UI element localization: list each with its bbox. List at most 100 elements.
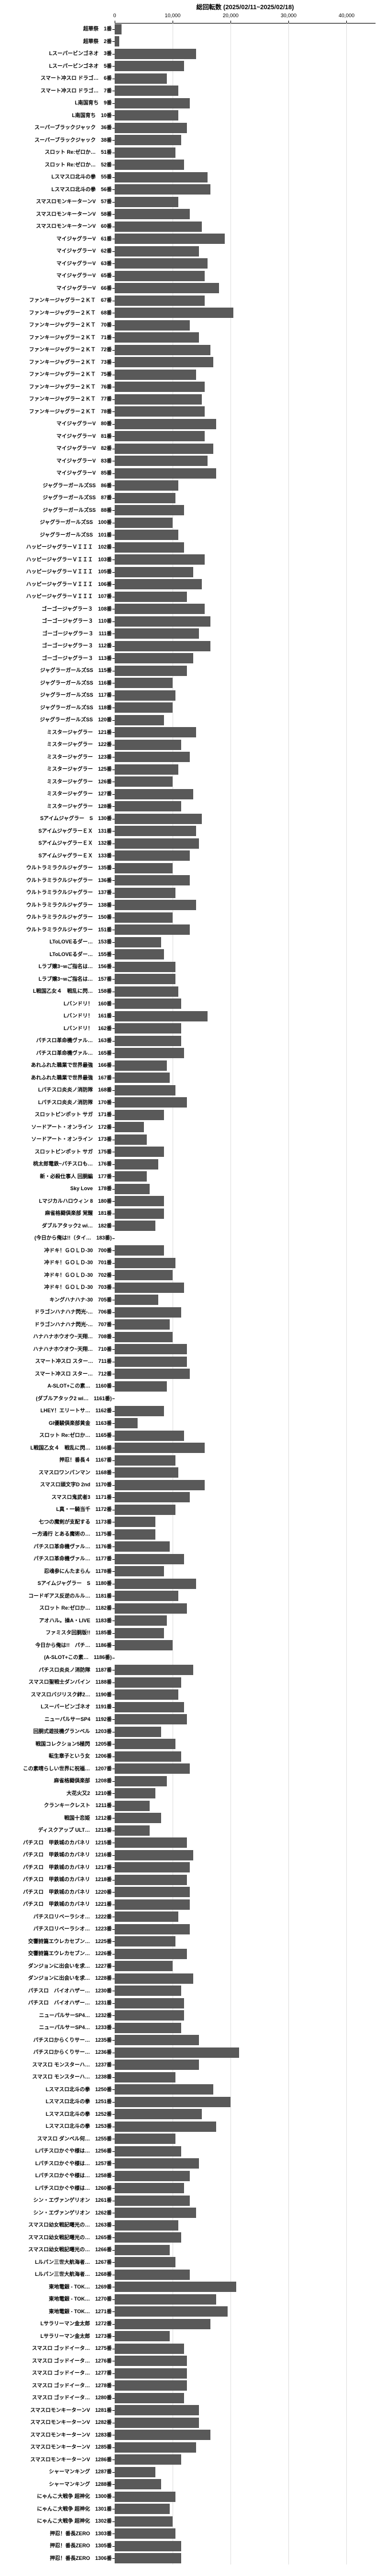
bar-row: Lパチスロ炎炎ノ消防隊 170番	[115, 1097, 376, 1109]
bar	[115, 419, 216, 429]
y-tick	[112, 2188, 115, 2189]
y-label: パチスロからくりサー… 1235番	[0, 2034, 112, 2047]
bar-row: ジャグラーガールズSS 118番	[115, 702, 376, 714]
bar-chart: 総回転数 (2025/02/11~2025/02/18) 010,00020,0…	[0, 0, 387, 2576]
bar-row: スマスロモンキーターンV 58番	[115, 208, 376, 221]
bar-row: マイジャグラーV 81番	[115, 430, 376, 443]
bar-row: 冲ドキ！ＧＯＬＤ-30 702番	[115, 1269, 376, 1282]
x-tick-label: 40,000	[339, 13, 355, 18]
bar	[115, 1813, 161, 1823]
bar	[115, 246, 199, 257]
bar	[115, 850, 190, 861]
bar	[115, 1085, 175, 1095]
bar	[115, 1554, 184, 1564]
bar	[115, 110, 178, 121]
y-label: ジャグラーガールズSS 86番	[0, 480, 112, 492]
y-tick	[112, 1238, 115, 1239]
bar-row: スロットピンポット サガ 171番	[115, 1109, 376, 1121]
bar	[115, 2047, 239, 2058]
bar	[115, 271, 205, 281]
y-label: 今日から俺は!! パチ… 1186番	[0, 1639, 112, 1652]
y-label: スマスロ ダンベル何… 1255番	[0, 2133, 112, 2146]
y-label: SアイムジャグラーＥＸ 131番	[0, 825, 112, 838]
bar	[115, 1381, 167, 1392]
y-tick	[112, 1337, 115, 1338]
bar	[115, 222, 202, 232]
bar-row: ハナハナホウオウ~天翔… 710番	[115, 1343, 376, 1356]
bar	[115, 2393, 184, 2403]
y-tick	[112, 572, 115, 573]
bar	[115, 2245, 170, 2255]
bar	[115, 1023, 181, 1033]
y-label: スロット Re:ゼロか… 1182番	[0, 1602, 112, 1615]
bar-row: スマスロモンキーターンV 1285番	[115, 2441, 376, 2454]
y-tick	[112, 1793, 115, 1794]
bar	[115, 1603, 187, 1614]
bar	[115, 1319, 170, 1330]
y-label: スロット Re:ゼロか… 51番	[0, 146, 112, 159]
y-label: Lパチスロかぐや様は… 1257番	[0, 2158, 112, 2170]
y-label: 交響詩篇エウレカセブン… 1226番	[0, 1948, 112, 1960]
y-tick	[112, 658, 115, 659]
y-label: ミスタージャグラー 126番	[0, 776, 112, 788]
bar	[115, 209, 190, 219]
y-label: パチスロ革命機ヴァル… 1177番	[0, 1553, 112, 1565]
bar-row: ファンキージャグラー２ＫＴ 76番	[115, 381, 376, 394]
bar	[115, 924, 190, 935]
bar	[115, 98, 190, 108]
bar-row: ミスタージャグラー 121番	[115, 726, 376, 739]
bar-row: 回胴式遊技機グランベル 1203番	[115, 1726, 376, 1738]
y-label: ハナハナホウオウ~天翔… 708番	[0, 1331, 112, 1343]
y-tick	[112, 2558, 115, 2559]
bar-row: スマスロ ゴッドイータ… 1278番	[115, 2380, 376, 2392]
bar	[115, 1887, 190, 1897]
y-label: コードギアス反逆のルル… 1181番	[0, 1590, 112, 1603]
y-tick	[112, 806, 115, 807]
bar	[115, 2430, 210, 2440]
y-tick	[112, 646, 115, 647]
bar	[115, 1332, 173, 1342]
bar	[115, 2492, 175, 2502]
y-label: 押忍！番長ZERO 1305番	[0, 2540, 112, 2552]
y-label: パチスロ 甲鉄城のカバネリ 1218番	[0, 1874, 112, 1886]
bar	[115, 2442, 196, 2453]
y-label: マイジャグラーV 63番	[0, 258, 112, 270]
y-label: Lスーパービンゴネオ 1191番	[0, 1701, 112, 1714]
bar-row: スロット Re:ゼロか… 1165番	[115, 1429, 376, 1442]
y-label: 麻雀格闘倶楽部 覚醒 181番	[0, 1207, 112, 1220]
y-tick	[112, 1250, 115, 1251]
y-label: あれふれた職業で世界最強 166番	[0, 1059, 112, 1072]
bar-row: ファンキージャグラー２ＫＴ 68番	[115, 307, 376, 320]
y-label: ミスタージャグラー 122番	[0, 739, 112, 751]
y-label: パチスロ革命機ヴァル… 1176番	[0, 1541, 112, 1553]
bar-row: パチスロ革命機ヴァル… 163番	[115, 1035, 376, 1047]
y-label: 東地電銀 - TOK… 1269番	[0, 2281, 112, 2294]
x-tick	[346, 21, 347, 23]
y-tick	[112, 2521, 115, 2522]
bar-row: Lバンドリ！ 160番	[115, 998, 376, 1011]
y-tick	[112, 1053, 115, 1054]
y-label: 七つの魔剣が支配する 1173番	[0, 1516, 112, 1529]
y-tick	[112, 1559, 115, 1560]
bar-row: ハッピージャグラーＶＩＩＩ 107番	[115, 590, 376, 603]
y-tick	[112, 2015, 115, 2016]
bar-row: パチスロ革命機ヴァル… 165番	[115, 1047, 376, 1060]
y-label: (A-SLOT+この素… 1186番)	[0, 1652, 112, 1664]
y-label: パチスロ 甲鉄城のカバネリ 1221番	[0, 1898, 112, 1911]
y-label: ジャグラーガールズSS 88番	[0, 504, 112, 517]
bar	[115, 1270, 173, 1280]
bar-row: シン・エヴァンゲリオン 1261番	[115, 2194, 376, 2207]
y-label: ゴーゴージャグラー３ 108番	[0, 603, 112, 616]
y-label: スロットピンポット サガ 175番	[0, 1146, 112, 1159]
y-tick	[112, 732, 115, 733]
y-tick	[112, 1423, 115, 1424]
bar	[115, 1147, 164, 1157]
y-label: 戦国十恋姫 1212番	[0, 1812, 112, 1825]
y-label: パチスロ炎炎ノ消防隊 1187番	[0, 1664, 112, 1677]
y-label: ハッピージャグラーＶＩＩＩ 107番	[0, 590, 112, 603]
y-label: スマスロ モンスターハ… 1237番	[0, 2059, 112, 2072]
bar	[115, 73, 167, 84]
y-label: ソードアート・オンライン 172番	[0, 1121, 112, 1134]
y-tick	[112, 1892, 115, 1893]
bar-row: ファミスタ回胴版!! 1185番	[115, 1627, 376, 1639]
